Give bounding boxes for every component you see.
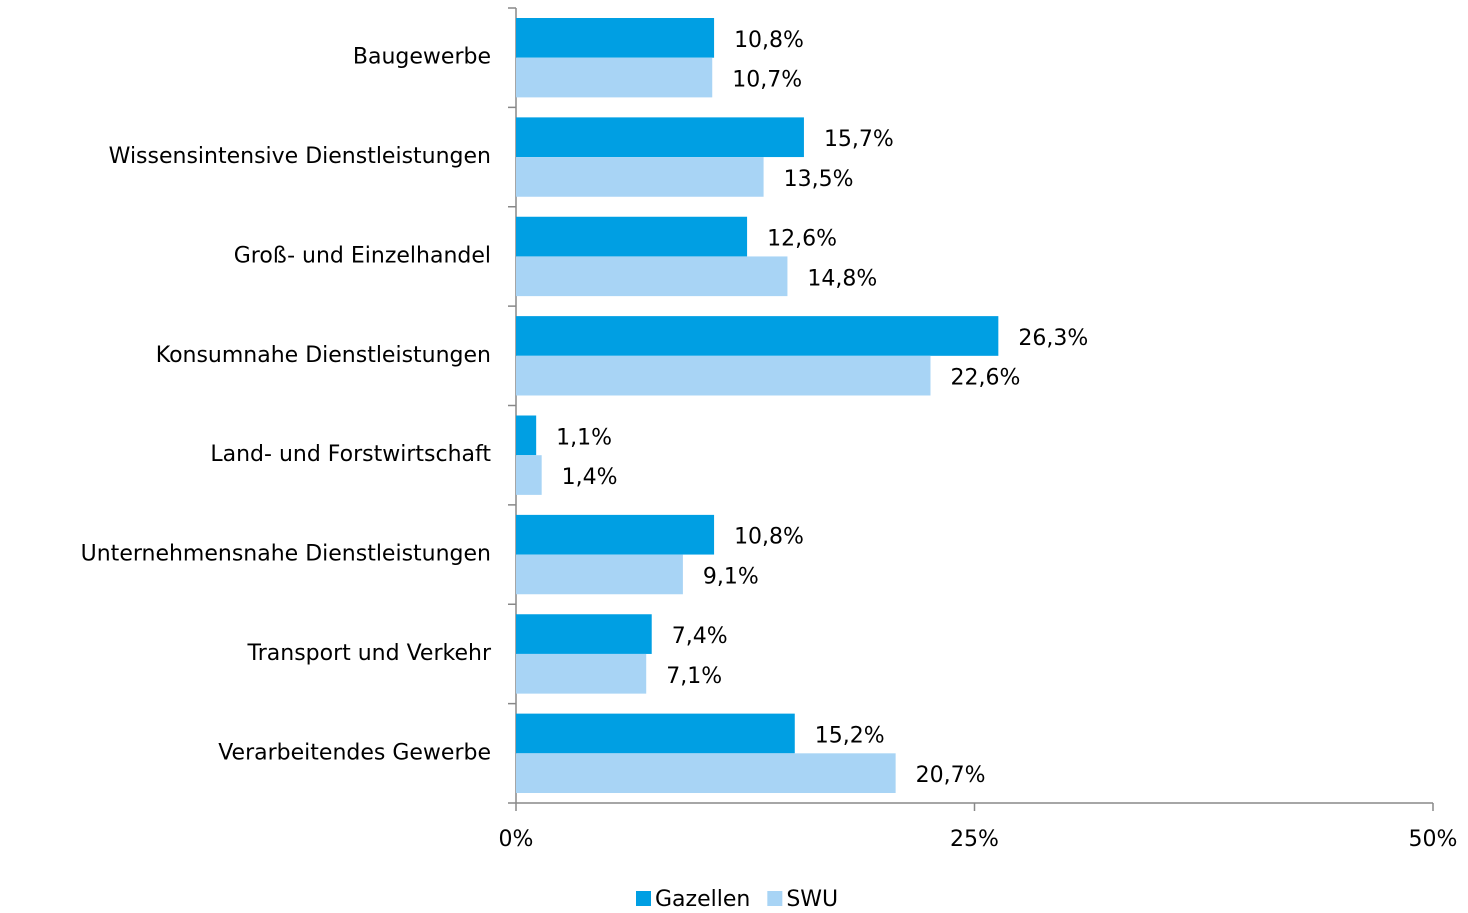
value-label: 13,5% — [784, 167, 854, 192]
bar — [516, 514, 715, 555]
bar — [516, 216, 748, 257]
y-tick-label: Wissensintensive Dienstleistungen — [109, 144, 491, 169]
value-label: 1,4% — [562, 465, 618, 490]
y-tick-label: Groß- und Einzelhandel — [234, 243, 491, 268]
value-label: 20,7% — [916, 763, 986, 788]
bar — [516, 713, 795, 754]
value-label: 12,6% — [767, 227, 837, 252]
legend-label: SWU — [786, 887, 838, 912]
bar — [516, 57, 713, 98]
bar — [516, 355, 931, 396]
bar — [516, 653, 647, 694]
y-tick-label: Verarbeitendes Gewerbe — [218, 740, 491, 765]
value-label: 7,1% — [666, 664, 722, 689]
bar — [516, 18, 715, 58]
y-tick-label: Unternehmensnahe Dienstleistungen — [81, 542, 491, 567]
value-label: 1,1% — [556, 425, 612, 450]
value-label: 7,4% — [672, 624, 728, 649]
bar — [516, 753, 896, 793]
value-label: 10,8% — [734, 525, 804, 550]
value-label: 10,7% — [732, 68, 802, 93]
bar — [516, 415, 537, 456]
value-label: 15,2% — [815, 723, 885, 748]
legend-swatch — [767, 891, 783, 906]
value-label: 26,3% — [1018, 326, 1088, 351]
bar — [516, 614, 652, 654]
bar — [516, 256, 788, 297]
bar — [516, 554, 683, 595]
value-label: 22,6% — [950, 366, 1020, 391]
value-label: 14,8% — [807, 266, 877, 291]
legend-swatch — [636, 891, 651, 906]
value-label: 10,8% — [734, 28, 804, 53]
y-tick-label: Baugewerbe — [353, 45, 491, 70]
bar — [516, 117, 804, 158]
value-label: 15,7% — [824, 127, 894, 152]
value-label: 9,1% — [703, 564, 759, 589]
y-tick-label: Land- und Forstwirtschaft — [210, 442, 491, 467]
bar — [516, 157, 764, 197]
legend-label: Gazellen — [655, 887, 750, 912]
bar — [516, 455, 542, 495]
bar — [516, 316, 999, 356]
x-tick-label: 0% — [499, 827, 534, 852]
y-tick-label: Transport und Verkehr — [247, 641, 492, 666]
x-tick-label: 25% — [950, 827, 999, 852]
x-tick-label: 50% — [1409, 827, 1458, 852]
y-tick-label: Konsumnahe Dienstleistungen — [156, 343, 491, 368]
